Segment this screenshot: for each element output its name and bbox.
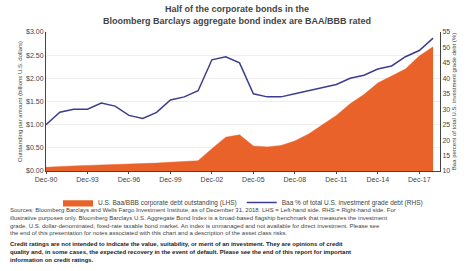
svg-text:Dec-90: Dec-90 [35,176,58,183]
svg-text:35: 35 [442,90,450,97]
svg-text:Dec-99: Dec-99 [159,176,182,183]
svg-text:Dec-17: Dec-17 [408,176,431,183]
svg-text:$2.50: $2.50 [26,52,44,59]
svg-text:Dec-05: Dec-05 [242,176,265,183]
svg-text:45: 45 [442,59,450,66]
svg-text:Dec-11: Dec-11 [325,176,347,183]
svg-text:Dec-96: Dec-96 [118,176,141,183]
svg-text:$1.00: $1.00 [26,121,44,128]
svg-text:Half of the corporate bonds in: Half of the corporate bonds in theBloomb… [103,4,371,26]
svg-text:$0.00: $0.00 [26,167,44,174]
svg-text:40: 40 [442,75,450,82]
svg-text:$0.50: $0.50 [26,144,44,151]
svg-text:$3.00: $3.00 [26,28,44,35]
svg-text:Baa % of total U.S. investment: Baa % of total U.S. investment grade deb… [282,199,423,207]
svg-text:55: 55 [442,28,450,35]
svg-text:Credit ratings are not intende: Credit ratings are not intended to indic… [10,241,351,263]
svg-text:30: 30 [442,106,450,113]
svg-text:Dec-02: Dec-02 [201,176,224,183]
svg-text:Dec-08: Dec-08 [284,176,307,183]
svg-text:Sources: Bloomberg Barclays an: Sources: Bloomberg Barclays and Wells Fa… [10,207,396,236]
svg-text:Dec-93: Dec-93 [76,176,99,183]
svg-text:15: 15 [442,152,450,159]
svg-text:Outstanding par amount (billio: Outstanding par amount (billions U.S. do… [17,41,23,162]
svg-text:$2.00: $2.00 [26,75,44,82]
svg-text:25: 25 [442,121,450,128]
svg-text:$1.50: $1.50 [26,98,44,105]
svg-text:Dec-14: Dec-14 [367,176,390,183]
svg-text:Baa percent of total U.S. inve: Baa percent of total U.S. investment gra… [451,33,457,170]
svg-text:10: 10 [442,167,450,174]
svg-text:U.S. Baa/BBB corporate debt ou: U.S. Baa/BBB corporate debt outstanding … [98,199,237,207]
svg-text:20: 20 [442,137,450,144]
svg-text:50: 50 [442,44,450,51]
